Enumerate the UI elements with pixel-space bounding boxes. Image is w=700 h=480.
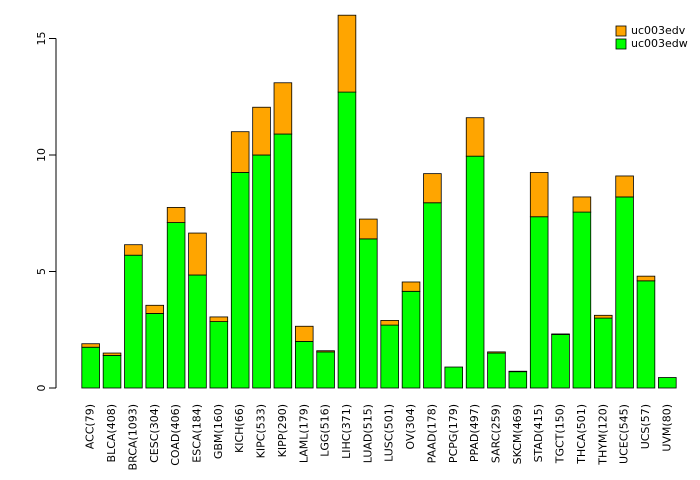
bar-uc003edv-LUAD(515) <box>359 218 378 240</box>
bar-uc003edw-KIPP(290) <box>273 133 293 389</box>
x-tick-label: ESCA(184) <box>190 404 203 463</box>
legend-swatch-uc003edw <box>615 38 627 50</box>
bar-uc003edw-OV(304) <box>401 290 421 389</box>
x-tick-label: LUAD(515) <box>361 404 374 463</box>
bar-uc003edv-ACC(79) <box>81 343 100 348</box>
bar-uc003edw-SARC(259) <box>487 352 506 389</box>
x-tick-label: THYM(120) <box>596 404 609 466</box>
bar-uc003edw-BLCA(408) <box>102 354 122 389</box>
bars-group <box>81 14 677 389</box>
legend-swatch-uc003edv <box>615 25 627 37</box>
bar-uc003edv-THYM(120) <box>593 314 613 319</box>
bar-uc003edw-COAD(406) <box>166 222 186 389</box>
x-tick-label: KICH(66) <box>233 404 246 453</box>
bar-uc003edw-ESCA(184) <box>188 274 207 389</box>
bar-uc003edw-PCPG(179) <box>444 366 464 389</box>
bar-uc003edv-KIPC(533) <box>252 106 271 156</box>
x-tick-label: BRCA(1093) <box>126 404 139 470</box>
bar-uc003edv-LGG(516) <box>316 350 335 353</box>
x-tick-label: LUSC(501) <box>383 404 396 462</box>
bar-uc003edw-THYM(120) <box>593 317 613 389</box>
x-tick-label: TGCT(150) <box>554 404 567 464</box>
bar-uc003edv-STAD(415) <box>529 172 549 218</box>
bar-uc003edw-LUSC(501) <box>380 324 399 389</box>
bar-uc003edv-SARC(259) <box>487 351 506 354</box>
bar-uc003edw-UVM(80) <box>658 377 677 389</box>
x-tick-label: ACC(79) <box>84 404 97 449</box>
bar-uc003edw-UCEC(545) <box>615 196 634 389</box>
y-tick-label-5: 5 <box>35 268 48 275</box>
bar-uc003edv-LIHC(371) <box>337 14 357 93</box>
x-tick-label: UCS(57) <box>639 404 652 449</box>
bar-uc003edv-CESC(304) <box>145 304 165 314</box>
x-tick-label: CESC(304) <box>148 404 161 463</box>
bar-uc003edv-BLCA(408) <box>102 352 122 356</box>
x-tick-label: UCEC(545) <box>618 404 631 464</box>
bar-uc003edw-KICH(66) <box>230 172 250 389</box>
bar-uc003edv-UCEC(545) <box>615 175 634 198</box>
bar-uc003edv-LUSC(501) <box>380 320 399 326</box>
bar-uc003edv-PAAD(178) <box>423 173 442 204</box>
bar-uc003edw-LAML(179) <box>294 340 314 389</box>
bar-uc003edv-PPAD(497) <box>465 117 485 157</box>
bar-uc003edw-LIHC(371) <box>337 91 357 389</box>
bar-uc003edw-SKCM(469) <box>508 371 528 389</box>
bar-uc003edw-KIPC(533) <box>252 154 271 389</box>
bar-uc003edw-THCA(501) <box>572 211 592 389</box>
bar-uc003edw-PPAD(497) <box>465 155 485 389</box>
x-tick-label: KIPC(533) <box>255 404 268 458</box>
legend-label-uc003edv: uc003edv <box>631 24 686 37</box>
bar-uc003edv-LAML(179) <box>294 325 314 342</box>
bar-uc003edw-UCS(57) <box>636 280 656 389</box>
bar-uc003edv-OV(304) <box>401 281 421 292</box>
x-tick-label: COAD(406) <box>169 404 182 466</box>
x-tick-label: STAD(415) <box>532 404 545 462</box>
bar-uc003edw-GBM(160) <box>209 321 229 389</box>
x-tick-label: KIPP(290) <box>276 404 289 457</box>
bar-uc003edw-LUAD(515) <box>359 238 378 389</box>
x-tick-label: PAAD(178) <box>425 404 438 463</box>
bar-uc003edw-STAD(415) <box>529 216 549 389</box>
x-tick-label: LAML(179) <box>297 404 310 463</box>
bar-uc003edw-BRCA(1093) <box>124 254 143 389</box>
bar-uc003edv-KIPP(290) <box>273 82 293 135</box>
y-tick-label-15: 15 <box>35 32 48 46</box>
bar-uc003edw-ACC(79) <box>81 346 100 389</box>
bar-uc003edv-GBM(160) <box>209 316 229 322</box>
bar-uc003edv-COAD(406) <box>166 207 186 223</box>
bar-uc003edv-KICH(66) <box>230 131 250 173</box>
x-tick-label: SARC(259) <box>489 404 502 463</box>
x-tick-labels: ACC(79) BLCA(408) BRCA(1093) CESC(304) COAD(… <box>84 404 674 470</box>
x-tick-label: GBM(160) <box>212 404 225 459</box>
y-axis: 0 5 10 15 <box>35 32 57 392</box>
x-tick-label: PCPG(179) <box>447 404 460 463</box>
x-tick-label: LIHC(371) <box>340 404 353 459</box>
bar-uc003edv-BRCA(1093) <box>124 244 143 256</box>
x-tick-label: PPAD(497) <box>468 404 481 462</box>
y-tick-label-0: 0 <box>35 385 48 392</box>
legend-label-uc003edw: uc003edw <box>631 37 688 50</box>
x-tick-label: UVM(80) <box>660 404 673 452</box>
bar-uc003edw-TGCT(150) <box>551 334 570 389</box>
x-tick-label: THCA(501) <box>575 404 588 465</box>
bar-uc003edw-LGG(516) <box>316 351 335 389</box>
x-tick-label: SKCM(469) <box>511 404 524 464</box>
x-tick-label: OV(304) <box>404 404 417 450</box>
bar-uc003edv-ESCA(184) <box>188 232 207 276</box>
x-tick-label: LGG(516) <box>319 404 332 457</box>
bar-uc003edw-PAAD(178) <box>423 202 442 389</box>
bar-uc003edw-CESC(304) <box>145 313 165 389</box>
bar-uc003edv-THCA(501) <box>572 196 592 213</box>
bar-uc003edv-UCS(57) <box>636 275 656 282</box>
y-tick-label-10: 10 <box>35 148 48 162</box>
x-tick-label: BLCA(408) <box>105 404 118 462</box>
